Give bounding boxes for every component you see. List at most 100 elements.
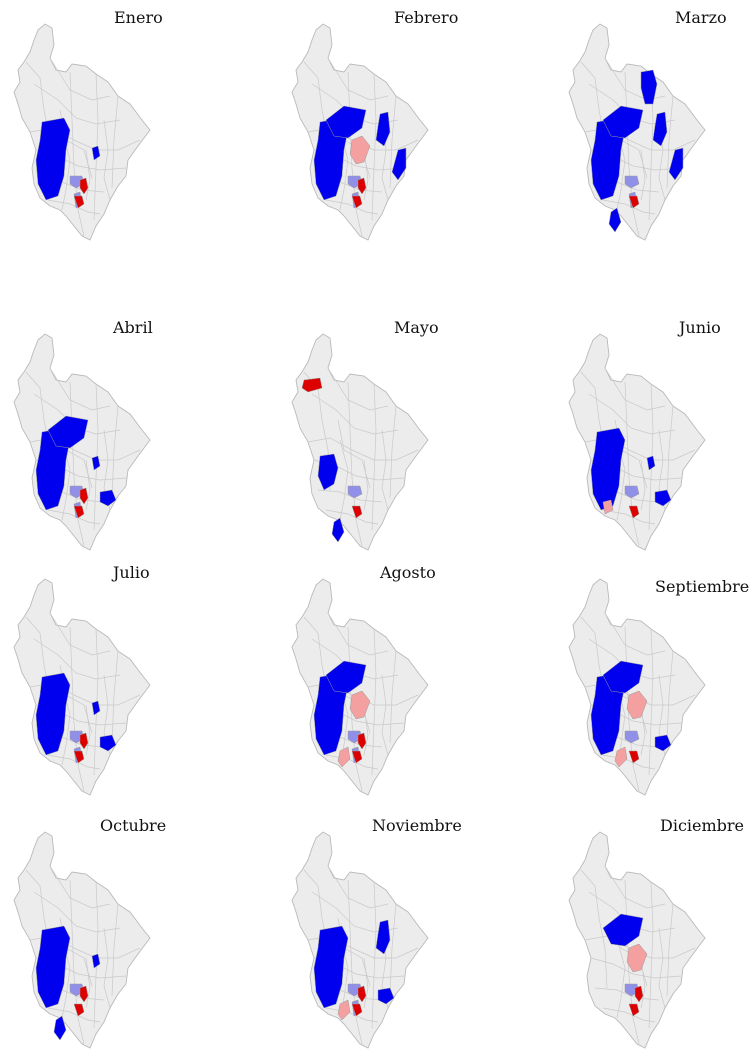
map-panel-septiembre: Septiembre (555, 555, 750, 800)
municipality-center-north (349, 135, 371, 165)
municipality-ne-small (646, 455, 656, 471)
map-panel-marzo: Marzo (555, 0, 750, 245)
department-outline (568, 831, 706, 1049)
municipality-ne (652, 111, 668, 147)
map-julio (13, 578, 151, 796)
municipality-center-north (626, 943, 648, 973)
municipality-west-mid (337, 746, 351, 768)
municipality-center (79, 177, 89, 195)
municipality-north (602, 660, 644, 694)
municipality-south-east (99, 734, 117, 752)
department-outline (291, 831, 429, 1049)
month-title: Enero (114, 8, 163, 27)
municipality-east (668, 147, 684, 181)
municipality-center (357, 732, 367, 750)
month-title: Abril (113, 318, 153, 337)
municipality-west-mid (614, 746, 628, 768)
department-outline (291, 333, 429, 551)
municipality-west (35, 117, 71, 201)
municipality-west (590, 427, 626, 511)
municipality-center-north (349, 690, 371, 720)
municipality-center-south (351, 195, 363, 209)
municipality-ne-small (91, 953, 101, 969)
map-panel-diciembre: Diciembre (555, 808, 750, 1053)
municipality-uraba (301, 377, 323, 393)
municipality-north (325, 660, 367, 694)
municipality-south-west (331, 517, 345, 543)
department-outline (568, 23, 706, 241)
department-outline (568, 578, 706, 796)
map-marzo (568, 23, 706, 241)
municipality-south-east (654, 734, 672, 752)
municipality-south-east (654, 489, 672, 507)
department-outline (568, 333, 706, 551)
municipality-center-a (624, 175, 640, 189)
map-panel-noviembre: Noviembre (278, 808, 528, 1053)
municipality-ne (375, 919, 391, 955)
month-title: Diciembre (660, 816, 745, 835)
municipality-ne-small (91, 700, 101, 716)
municipality-west-narrow (317, 453, 339, 491)
municipality-center-a (624, 730, 640, 744)
map-diciembre (568, 831, 706, 1049)
municipality-center-south (73, 505, 85, 519)
month-title: Marzo (675, 8, 727, 27)
municipality-ne-small (91, 145, 101, 161)
month-title: Septiembre (655, 577, 750, 596)
municipality-west (35, 672, 71, 756)
map-noviembre (291, 831, 429, 1049)
month-title: Agosto (380, 563, 436, 582)
municipality-south-west (608, 207, 622, 233)
municipality-center-south (351, 750, 363, 764)
department-outline (13, 333, 151, 551)
municipality-north (325, 105, 367, 139)
municipality-north (602, 913, 644, 947)
month-title: Junio (679, 318, 721, 337)
map-panel-julio: Julio (0, 555, 250, 800)
department-outline (13, 831, 151, 1049)
month-title: Mayo (394, 318, 439, 337)
map-panel-agosto: Agosto (278, 555, 528, 800)
municipality-ne (375, 111, 391, 147)
map-agosto (291, 578, 429, 796)
municipality-ne-small (91, 455, 101, 471)
map-panel-junio: Junio (555, 310, 750, 555)
map-panel-enero: Enero (0, 0, 250, 245)
municipality-center-south (73, 750, 85, 764)
map-octubre (13, 831, 151, 1049)
month-title: Octubre (100, 816, 167, 835)
month-title: Febrero (394, 8, 459, 27)
department-outline (13, 578, 151, 796)
municipality-center-a (624, 485, 640, 499)
map-abril (13, 333, 151, 551)
municipality-center-south (351, 505, 363, 519)
month-title: Julio (113, 563, 150, 582)
municipality-north (602, 105, 644, 139)
map-febrero (291, 23, 429, 241)
municipality-far-north (640, 69, 658, 105)
municipality-center-south (628, 195, 640, 209)
municipality-center (79, 487, 89, 505)
map-enero (13, 23, 151, 241)
map-panel-mayo: Mayo (278, 310, 528, 555)
municipality-south-west-small (602, 499, 614, 515)
map-panel-abril: Abril (0, 310, 250, 555)
department-outline (291, 578, 429, 796)
municipality-center-south (628, 505, 640, 519)
map-junio (568, 333, 706, 551)
municipality-east (391, 147, 407, 181)
map-septiembre (568, 578, 706, 796)
map-panel-octubre: Octubre (0, 808, 250, 1053)
map-mayo (291, 333, 429, 551)
map-panel-febrero: Febrero (278, 0, 528, 245)
municipality-center-a (347, 485, 363, 499)
municipality-center-south (628, 750, 640, 764)
month-title: Noviembre (372, 816, 462, 835)
municipality-center (79, 732, 89, 750)
municipality-south-east (99, 489, 117, 507)
municipality-center-south (73, 195, 85, 209)
municipality-center-north (626, 690, 648, 720)
department-outline (291, 23, 429, 241)
municipality-center (357, 177, 367, 195)
municipality-north (47, 415, 89, 449)
